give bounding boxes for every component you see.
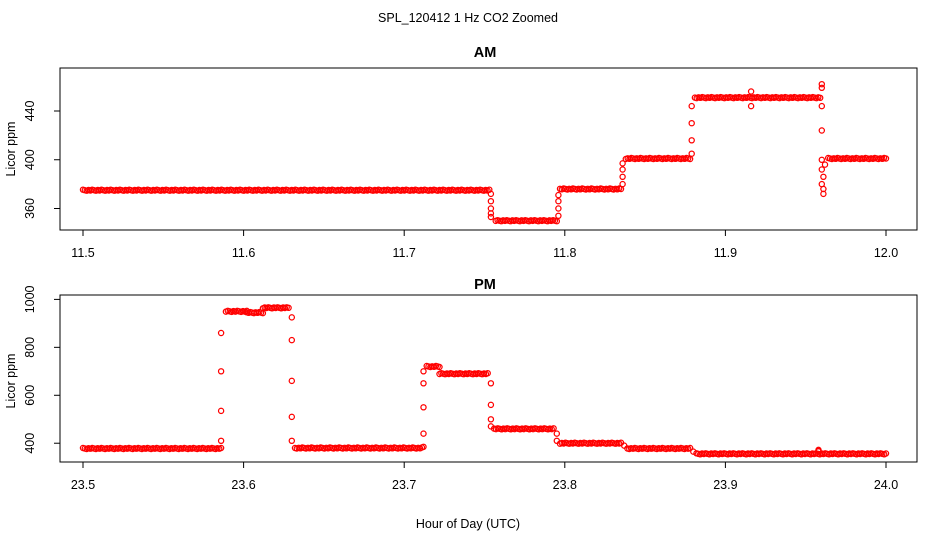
panel-pm-data-point (550, 425, 557, 432)
panel-am-data-point (487, 213, 495, 221)
figure-x-axis-label: Hour of Day (UTC) (416, 517, 520, 531)
panel-am-data-point (882, 155, 890, 162)
panel-pm-data-point (288, 336, 296, 344)
panel-am-data-point (487, 190, 495, 198)
panel-pm-y-tick-label: 600 (23, 385, 37, 406)
panel-pm-data-point (686, 444, 694, 452)
panel-pm-y-tick-label: 800 (23, 337, 37, 358)
panel-am-y-axis-label: Licor ppm (4, 122, 18, 177)
panel-pm-data-point (420, 443, 427, 451)
panel-pm-data-point (487, 401, 495, 409)
panel-pm: PM Licor ppm 23.5 23.6 23.7 23.8 23.9 24.0 400… (4, 277, 918, 492)
panel-am-x-tick-label: 11.8 (553, 246, 576, 260)
panel-am-data-point (688, 137, 695, 144)
panel-am-x-tick-label: 11.7 (392, 246, 415, 260)
panel-pm-x-tick-label: 23.9 (713, 478, 737, 492)
panel-am-data-point (619, 180, 626, 188)
panel-am-data-point (818, 127, 826, 134)
panel-pm-data-point (620, 442, 628, 449)
panel-am-data-point (555, 205, 562, 212)
panel-am-data-point (619, 166, 626, 173)
panel-pm-data-point (288, 377, 296, 385)
panel-pm-data-point (487, 423, 495, 430)
panel-am-data-point (816, 94, 824, 102)
panel-am-data-point (688, 119, 695, 127)
panel-pm-title: PM (474, 277, 496, 293)
panel-pm-x-tick-label: 23.8 (553, 478, 577, 492)
panel-pm-x-tick-label: 23.6 (231, 478, 255, 492)
panel-am-axes: 11.5 11.6 11.7 11.8 11.9 12.0 360 400 440 (23, 67, 918, 260)
panel-pm-x-tick-label: 23.7 (392, 478, 416, 492)
panel-pm-data-point (217, 329, 225, 337)
panel-am-data-point (747, 102, 755, 110)
figure-title: SPL_120412 1 Hz CO2 Zoomed (378, 11, 558, 25)
panel-pm-y-tick-label: 400 (23, 433, 37, 454)
panel-pm-data-point (487, 416, 495, 423)
panel-am-data-point (818, 102, 826, 110)
panel-am-data-point (818, 156, 826, 164)
panel-am-y-tick-label: 360 (23, 198, 37, 219)
panel-pm-data-point (436, 363, 443, 371)
panel-am-data-point (820, 173, 827, 181)
panel-am-data-point (555, 197, 562, 205)
panel-am-data-point (555, 212, 562, 220)
panel-am-data-point (487, 210, 495, 217)
panel-pm-y-tick-label: 1000 (23, 285, 37, 313)
panel-pm-x-tick-label: 24.0 (874, 478, 898, 492)
panel-pm-points (79, 304, 890, 458)
panel-pm-data-point (690, 448, 697, 455)
panel-pm-data-point (217, 444, 225, 452)
panel-pm-data-point (288, 437, 296, 445)
panel-pm-data-point (217, 368, 225, 375)
panel-am-data-point (555, 191, 562, 199)
panel-pm-axes: 23.5 23.6 23.7 23.8 23.9 24.0 400 600 800 1000 (23, 285, 918, 492)
panel-pm-data-point (217, 437, 225, 445)
panel-am-data-point (619, 173, 626, 181)
panel-pm-plot-frame (59, 294, 918, 463)
panel-pm-data-point (288, 413, 296, 421)
panel-am-data-point (487, 197, 495, 205)
panel-pm-data-point (285, 304, 292, 312)
panel-am-data-point (619, 160, 626, 167)
panel-am-data-point (818, 84, 826, 92)
panel-pm-data-point (217, 407, 225, 415)
panel-pm-x-tick-label: 23.5 (71, 478, 95, 492)
panel-pm-data-point (420, 404, 427, 411)
panel-am-data-point (820, 190, 827, 198)
panel-pm-data-point (420, 430, 427, 437)
panel-am-x-tick-label: 11.9 (714, 246, 737, 260)
panel-am-title: AM (474, 45, 497, 61)
panel-am-x-tick-label: 11.6 (232, 246, 255, 260)
panel-pm-data-point (553, 437, 561, 445)
panel-pm-data-point (882, 450, 890, 457)
panel-am-data-point (688, 102, 695, 110)
panel-pm-data-point (487, 380, 495, 387)
panel-am-data-point (818, 80, 826, 88)
panel-pm-data-point (553, 430, 561, 437)
panel-am-data-point (747, 88, 755, 95)
panel-am-data-point (821, 161, 829, 168)
panel-am-x-tick-label: 12.0 (874, 246, 898, 260)
panel-am-data-point (818, 166, 826, 173)
panel-am-y-tick-label: 400 (23, 149, 37, 170)
panel-pm-data-point (484, 369, 491, 377)
panel-am-plot-frame (59, 67, 918, 231)
panel-am: AM Licor ppm 11.5 11.6 11.7 11.8 11.9 12.0 360… (4, 45, 918, 260)
panel-pm-y-axis-label: Licor ppm (4, 354, 18, 409)
panel-pm-data-point (288, 314, 296, 321)
panel-pm-data-point (815, 448, 822, 455)
panel-pm-data-point (420, 380, 427, 387)
panel-am-points (79, 80, 890, 225)
panel-am-y-tick-label: 440 (23, 101, 37, 122)
panel-am-x-tick-label: 11.5 (71, 246, 94, 260)
panel-am-data-point (688, 150, 695, 157)
panel-pm-data-point (420, 368, 427, 375)
